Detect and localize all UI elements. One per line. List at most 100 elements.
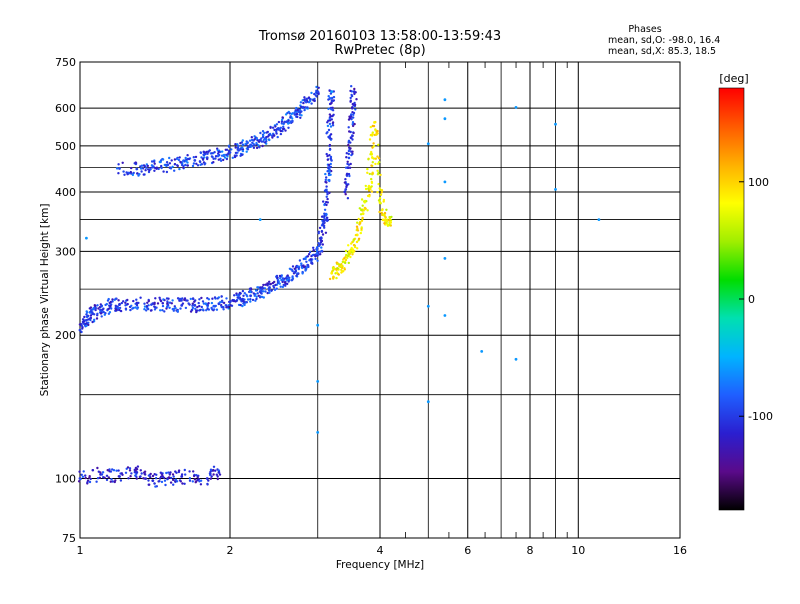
data-point-scatter (314, 257, 317, 261)
data-point-scatter (287, 122, 290, 125)
data-point-scatter (233, 155, 237, 159)
data-point-scatter (199, 483, 203, 486)
data-point-scatter (167, 471, 170, 474)
data-point-scatter (124, 304, 127, 307)
data-point-scatter (255, 295, 258, 298)
data-point-scatter (129, 475, 132, 478)
data-point-scatter (350, 242, 353, 245)
data-point-scatter (294, 269, 298, 273)
data-point-scatter (353, 92, 356, 96)
data-point-scatter (335, 271, 339, 274)
data-point-scatter (200, 305, 203, 309)
data-point-scatter (206, 482, 209, 486)
data-point-scatter (378, 187, 381, 190)
data-point-scatter (111, 468, 114, 471)
y-tick-label: 75 (62, 532, 76, 545)
data-point-scatter (350, 115, 353, 119)
data-point-scatter (311, 262, 314, 265)
data-point-scatter (315, 252, 318, 255)
data-point-scatter (255, 146, 259, 150)
data-point-scatter (345, 156, 348, 159)
data-point-scatter (119, 309, 123, 313)
data-point-scatter (326, 158, 329, 161)
data-point-scatter (332, 267, 336, 270)
data-point-scatter (189, 297, 192, 301)
data-point-scatter (303, 266, 306, 269)
data-point-scatter (120, 472, 124, 475)
data-point-scatter (330, 118, 333, 121)
data-point-scatter (294, 109, 297, 112)
data-point-scatter (304, 257, 307, 261)
data-point-scatter (360, 226, 363, 229)
data-point-scatter (100, 473, 104, 476)
data-point-scatter (248, 287, 252, 290)
data-point-scatter (322, 200, 325, 203)
data-point-scatter (147, 304, 150, 307)
data-point-scatter (298, 113, 301, 116)
data-point-scatter (96, 304, 99, 307)
data-point-scatter (283, 281, 287, 284)
phase-box-x-line: mean, sd,X: 85.3, 18.5 (608, 46, 716, 57)
data-point-scatter (84, 322, 87, 325)
data-point-scatter (325, 185, 328, 188)
data-point-scatter (248, 145, 251, 149)
data-point-scatter (111, 298, 114, 301)
data-point-scatter (376, 129, 379, 133)
data-point-scatter (99, 312, 103, 315)
data-point-scatter (201, 308, 204, 311)
data-point-scatter (149, 168, 152, 171)
data-point-scatter (353, 87, 356, 91)
data-point-scatter (168, 306, 171, 309)
data-point-scatter (328, 89, 331, 92)
data-point-scatter (227, 149, 231, 153)
data-point-scatter (325, 195, 328, 198)
data-point-scatter (154, 297, 157, 300)
data-point-scatter (234, 151, 238, 155)
data-point-scatter (137, 301, 140, 305)
data-point-scatter (198, 298, 201, 301)
data-point-scatter (300, 105, 303, 109)
data-point-scatter (327, 98, 330, 101)
data-point-scatter (174, 478, 178, 481)
data-point-scatter (350, 246, 353, 250)
data-point-scatter (303, 108, 306, 112)
data-point-scatter (315, 249, 319, 253)
data-point-scatter (144, 169, 147, 172)
data-point-scatter (115, 308, 118, 311)
data-point-scatter (306, 106, 309, 109)
data-point-scatter (138, 173, 141, 176)
data-point-scatter (95, 480, 98, 483)
data-point-scatter (348, 146, 351, 149)
data-point-scatter (386, 219, 389, 223)
data-point-scatter (147, 479, 150, 482)
data-point-scatter (350, 113, 353, 116)
data-point-scatter (332, 99, 336, 102)
data-point-scatter (260, 290, 263, 293)
data-point-scatter (321, 233, 325, 236)
data-point-scatter (97, 307, 100, 310)
data-point-scatter (194, 155, 198, 159)
y-tick-label: 750 (55, 56, 76, 69)
chart-subtitle: RwPretec (8p) (334, 43, 425, 58)
data-point-scatter (153, 162, 156, 165)
data-point-scatter (324, 172, 327, 176)
data-point-scatter (191, 306, 195, 310)
data-point-scatter (186, 299, 189, 302)
data-point-scatter (307, 96, 311, 99)
data-point-scatter (323, 226, 326, 229)
data-point (554, 122, 557, 126)
data-point-scatter (126, 298, 129, 302)
data-point-scatter (235, 299, 238, 303)
data-point-scatter (105, 478, 109, 482)
data-point-scatter (130, 472, 133, 475)
data-point-scatter (267, 133, 271, 137)
data-point-scatter (312, 249, 315, 252)
data-point-scatter (170, 302, 173, 305)
data-point-scatter (321, 243, 324, 246)
data-point-scatter (236, 148, 239, 151)
data-point-scatter (163, 310, 166, 313)
data-point-scatter (225, 157, 229, 161)
data-point-scatter (245, 293, 248, 296)
data-point-scatter (197, 301, 200, 305)
data-point-scatter (199, 151, 203, 155)
